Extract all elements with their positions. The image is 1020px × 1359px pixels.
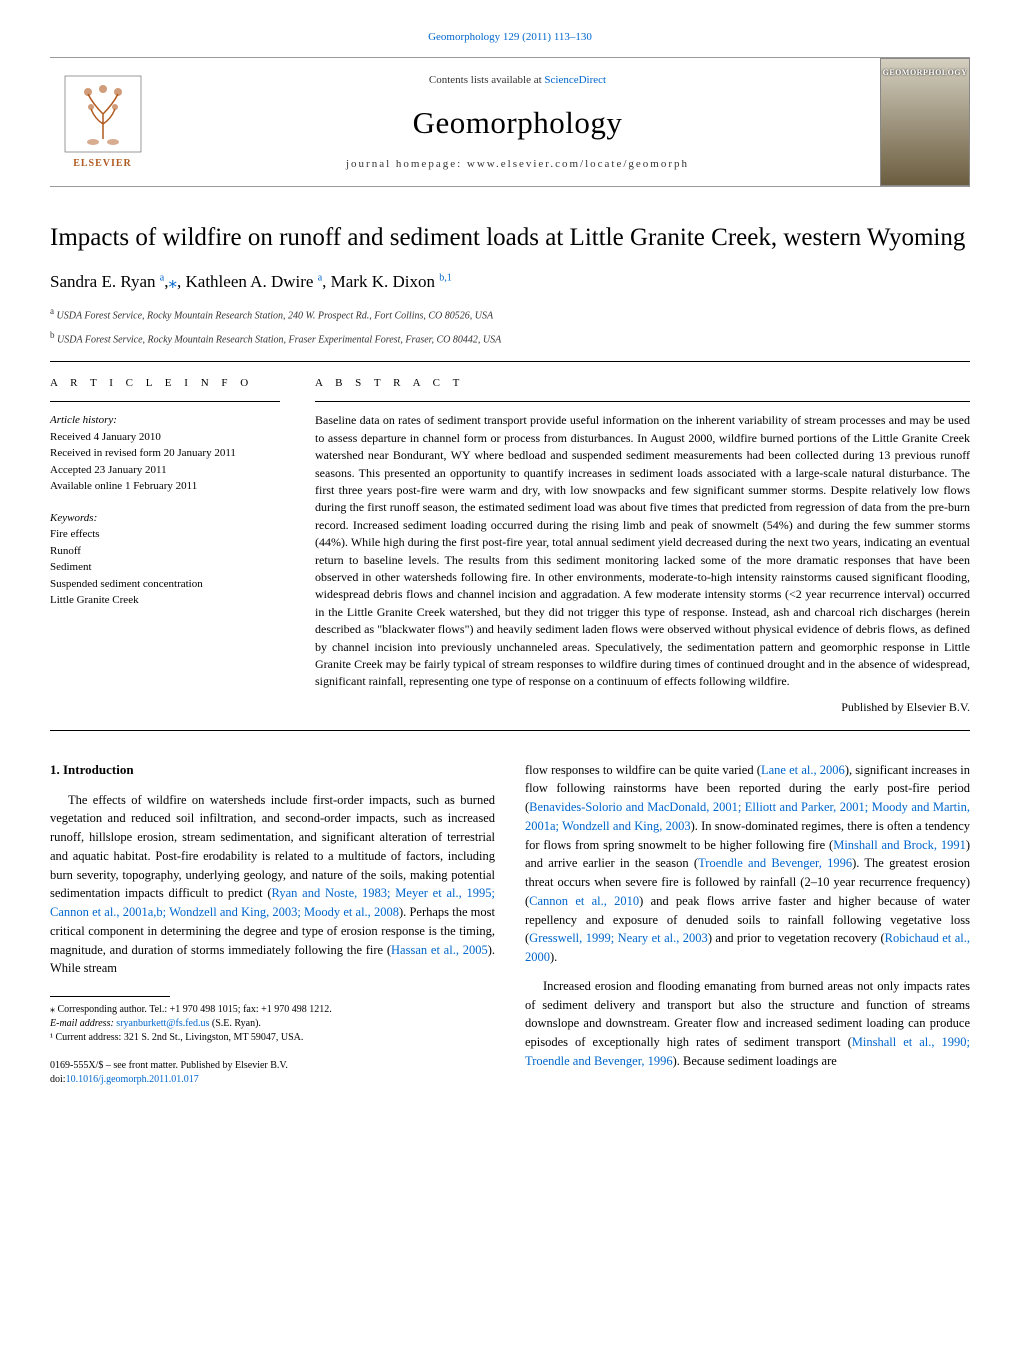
keyword: Suspended sediment concentration — [50, 576, 280, 593]
divider — [315, 401, 970, 402]
history-line: Received 4 January 2010 — [50, 429, 280, 446]
article-info-column: A R T I C L E I N F O Article history: R… — [50, 376, 280, 715]
history-line: Accepted 23 January 2011 — [50, 462, 280, 479]
doi-link[interactable]: 10.1016/j.geomorph.2011.01.017 — [66, 1074, 199, 1085]
article-history: Article history: Received 4 January 2010… — [50, 412, 280, 495]
divider — [50, 401, 280, 402]
article-info-heading: A R T I C L E I N F O — [50, 376, 280, 391]
doi-line: doi:10.1016/j.geomorph.2011.01.017 — [50, 1073, 495, 1087]
text-run: ). — [550, 950, 557, 964]
keyword: Runoff — [50, 543, 280, 560]
body-paragraph: Increased erosion and flooding emanating… — [525, 977, 970, 1071]
divider — [50, 730, 970, 731]
history-label: Article history: — [50, 412, 280, 429]
doi-prefix: doi: — [50, 1074, 66, 1085]
citation[interactable]: Minshall and Brock, 1991 — [833, 838, 966, 852]
citation[interactable]: Cannon et al., 2010 — [529, 894, 639, 908]
publisher-logo: ELSEVIER — [50, 58, 155, 186]
published-by: Published by Elsevier B.V. — [315, 699, 970, 716]
corresponding-author-footnote: ⁎ Corresponding author. Tel.: +1 970 498… — [50, 1003, 495, 1017]
body-paragraph: flow responses to wildfire can be quite … — [525, 761, 970, 967]
keywords-block: Keywords: Fire effectsRunoffSedimentSusp… — [50, 510, 280, 609]
journal-homepage: journal homepage: www.elsevier.com/locat… — [165, 157, 870, 172]
keyword: Fire effects — [50, 526, 280, 543]
footnote-divider — [50, 996, 170, 997]
journal-header: ELSEVIER Contents lists available at Sci… — [50, 57, 970, 187]
abstract-text: Baseline data on rates of sediment trans… — [315, 412, 970, 690]
citation[interactable]: Hassan et al., 2005 — [391, 943, 488, 957]
keywords-label: Keywords: — [50, 510, 280, 527]
article-title: Impacts of wildfire on runoff and sedime… — [50, 222, 970, 253]
text-run: ) and prior to vegetation recovery ( — [708, 931, 885, 945]
homepage-url: www.elsevier.com/locate/geomorph — [467, 158, 689, 170]
introduction-heading: 1. Introduction — [50, 761, 495, 779]
address-footnote: ¹ Current address: 321 S. 2nd St., Livin… — [50, 1031, 495, 1045]
text-run: The effects of wildfire on watersheds in… — [50, 793, 495, 901]
header-center: Contents lists available at ScienceDirec… — [155, 58, 880, 186]
history-line: Received in revised form 20 January 2011 — [50, 445, 280, 462]
citation[interactable]: Troendle and Bevenger, 1996 — [698, 856, 852, 870]
elsevier-tree-icon — [63, 74, 143, 154]
citation[interactable]: Lane et al., 2006 — [761, 763, 845, 777]
info-abstract-row: A R T I C L E I N F O Article history: R… — [50, 376, 970, 715]
abstract-heading: A B S T R A C T — [315, 376, 970, 391]
divider — [50, 361, 970, 362]
contents-prefix: Contents lists available at — [429, 74, 544, 86]
homepage-prefix: journal homepage: — [346, 158, 467, 170]
contents-available: Contents lists available at ScienceDirec… — [165, 73, 870, 88]
author-list: Sandra E. Ryan a,⁎, Kathleen A. Dwire a,… — [50, 270, 970, 294]
cover-title: GEOMORPHOLOGY — [883, 67, 968, 78]
author: Sandra E. Ryan a,⁎ — [50, 272, 177, 291]
journal-name: Geomorphology — [165, 101, 870, 144]
keyword: Little Granite Creek — [50, 592, 280, 609]
keyword: Sediment — [50, 559, 280, 576]
text-run: flow responses to wildfire can be quite … — [525, 763, 761, 777]
copyright-line: 0169-555X/$ – see front matter. Publishe… — [50, 1059, 495, 1073]
right-column: flow responses to wildfire can be quite … — [525, 761, 970, 1088]
body-columns: 1. Introduction The effects of wildfire … — [50, 761, 970, 1088]
author: Mark K. Dixon b,1 — [331, 272, 452, 291]
publisher-name: ELSEVIER — [73, 157, 132, 171]
sciencedirect-link[interactable]: ScienceDirect — [544, 74, 606, 86]
affiliation: a USDA Forest Service, Rocky Mountain Re… — [50, 305, 970, 323]
abstract-column: A B S T R A C T Baseline data on rates o… — [315, 376, 970, 715]
journal-cover-thumbnail: GEOMORPHOLOGY — [880, 58, 970, 186]
text-run: ). Because sediment loadings are — [673, 1054, 837, 1068]
journal-reference: Geomorphology 129 (2011) 113–130 — [50, 30, 970, 45]
body-paragraph: The effects of wildfire on watersheds in… — [50, 791, 495, 979]
history-line: Available online 1 February 2011 — [50, 478, 280, 495]
email-label: E-mail address: — [50, 1018, 116, 1029]
author: Kathleen A. Dwire a — [186, 272, 323, 291]
affiliation: b USDA Forest Service, Rocky Mountain Re… — [50, 329, 970, 347]
email-suffix: (S.E. Ryan). — [209, 1018, 261, 1029]
email-link[interactable]: sryanburkett@fs.fed.us — [116, 1018, 209, 1029]
email-footnote: E-mail address: sryanburkett@fs.fed.us (… — [50, 1017, 495, 1031]
left-column: 1. Introduction The effects of wildfire … — [50, 761, 495, 1088]
citation[interactable]: Gresswell, 1999; Neary et al., 2003 — [529, 931, 708, 945]
copyright-block: 0169-555X/$ – see front matter. Publishe… — [50, 1059, 495, 1087]
